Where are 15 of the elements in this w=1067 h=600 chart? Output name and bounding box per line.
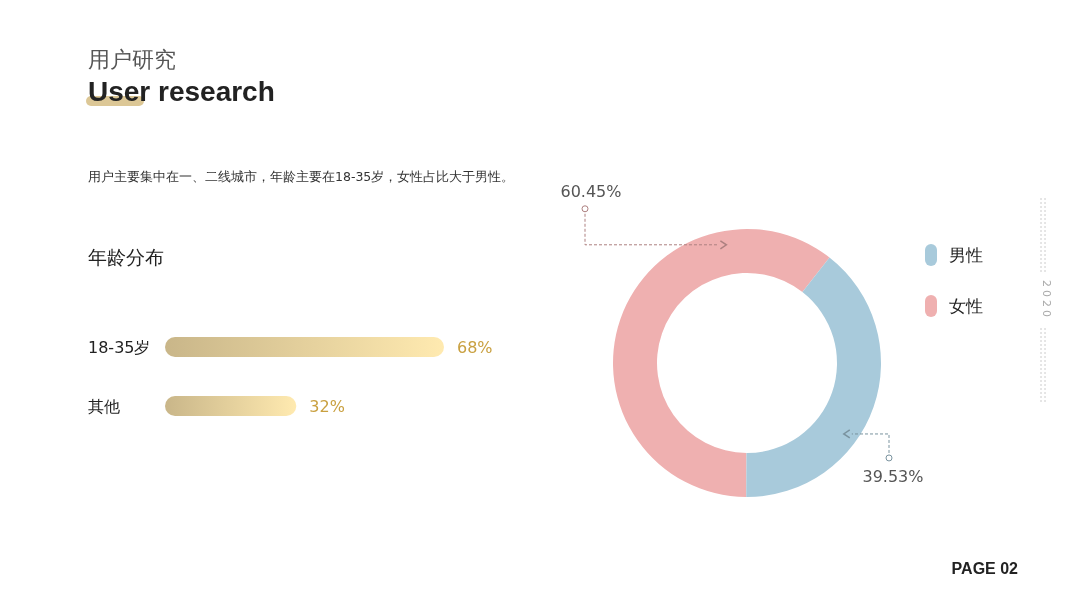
data-label: 60.45%: [560, 181, 622, 201]
data-label: 68%: [457, 338, 493, 357]
text: 用户研究: [88, 47, 176, 72]
legend-label: 女性: [949, 296, 983, 316]
chart-title: 年龄分布: [88, 246, 164, 268]
text: 2020: [1040, 280, 1053, 320]
legend-label: 男性: [949, 245, 983, 265]
text: 用户主要集中在一、二线城市，年龄主要在18-35岁，女性占比大于男性。: [88, 169, 515, 184]
data-label: 32%: [309, 397, 345, 416]
y-tick-label: 18-35岁: [88, 338, 151, 357]
text: User research: [88, 76, 275, 107]
donut-slice: [613, 229, 830, 497]
y-tick-label: 其他: [88, 397, 120, 416]
data-label: 39.53%: [862, 466, 924, 486]
text: PAGE 02: [951, 560, 1019, 577]
